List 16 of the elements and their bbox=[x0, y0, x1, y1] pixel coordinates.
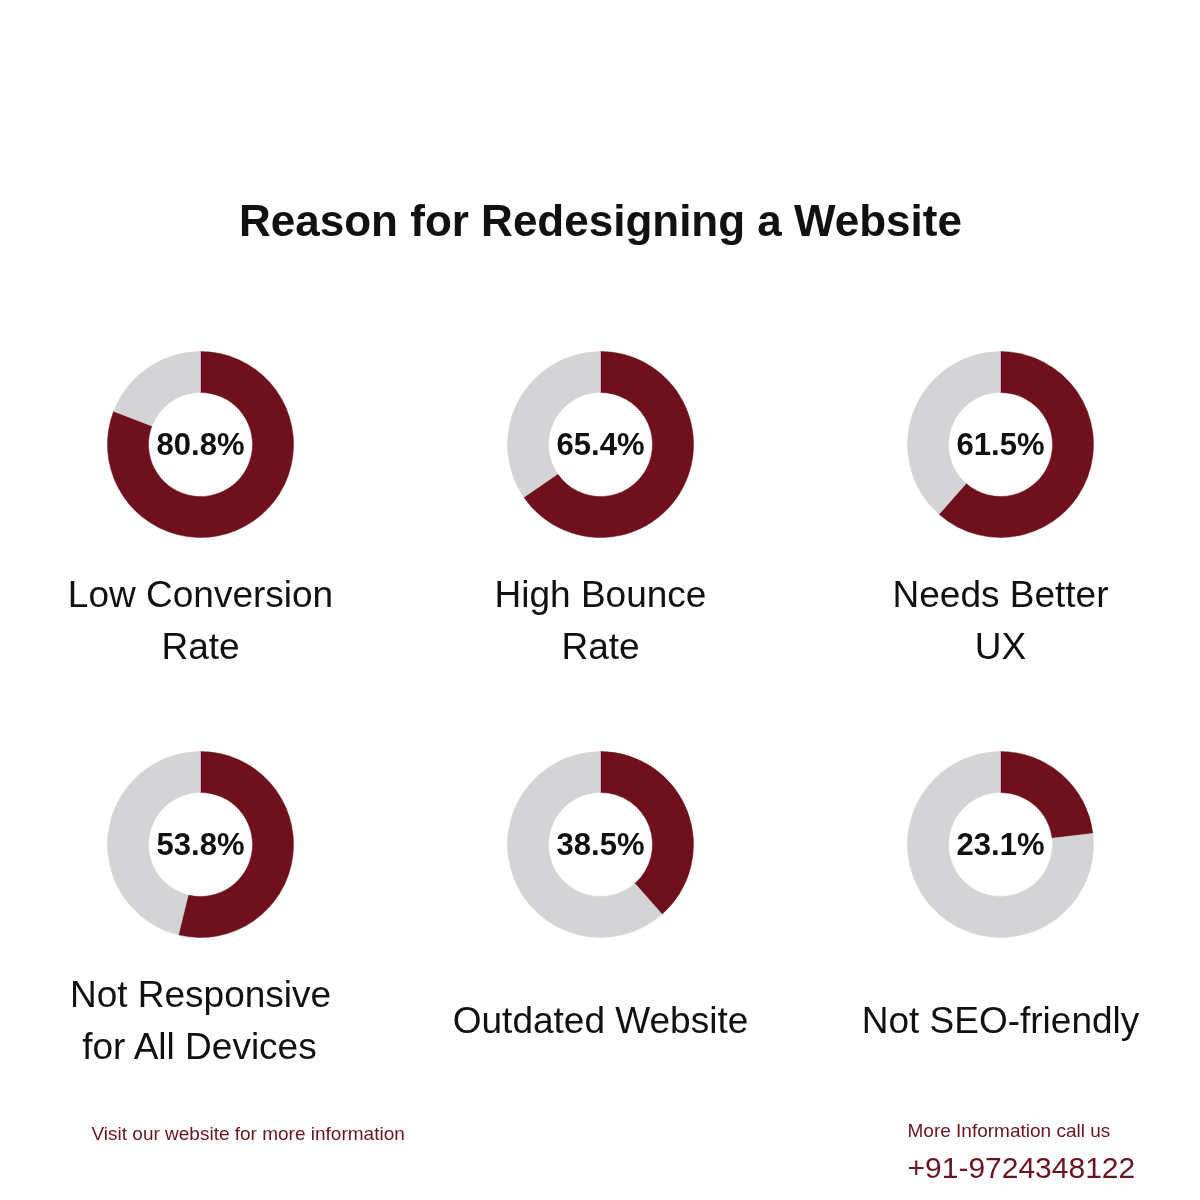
data-label: 80.8% bbox=[156, 427, 245, 462]
data-label: 53.8% bbox=[156, 827, 245, 862]
data-label: 38.5% bbox=[556, 827, 645, 862]
text: More Information call us bbox=[907, 1120, 1111, 1141]
data-label: 65.4% bbox=[556, 427, 645, 462]
text: Outdated Website bbox=[452, 1000, 749, 1041]
text: Low Conversion Rate bbox=[67, 574, 334, 667]
text: Reason for Redesigning a Website bbox=[239, 196, 962, 245]
text: Not Responsive for All Devices bbox=[69, 974, 332, 1067]
text: Needs Better UX bbox=[892, 574, 1109, 667]
text: Not SEO-friendly bbox=[861, 1000, 1140, 1041]
text: Visit our website for more information bbox=[91, 1123, 405, 1144]
text: High Bounce Rate bbox=[494, 574, 707, 667]
data-label: 61.5% bbox=[956, 427, 1045, 462]
data-label: 23.1% bbox=[956, 827, 1045, 862]
text: +91-9724348122 bbox=[907, 1150, 1136, 1184]
